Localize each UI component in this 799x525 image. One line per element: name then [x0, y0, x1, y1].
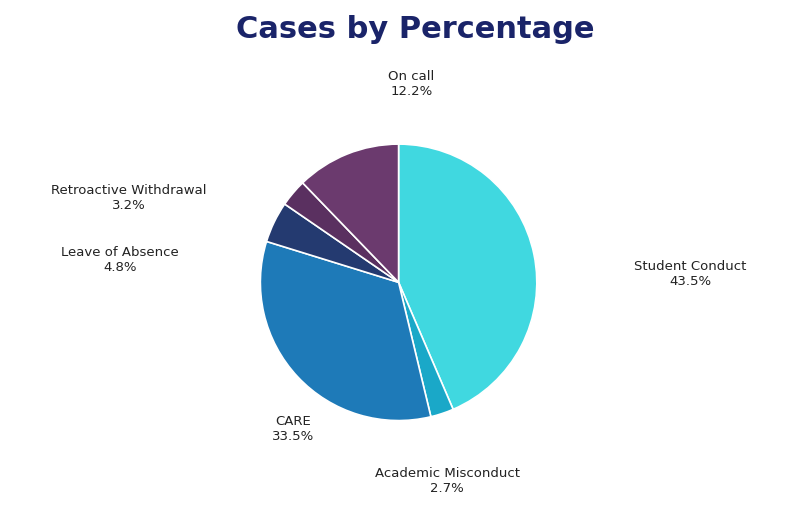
Title: Cases by Percentage: Cases by Percentage — [236, 15, 594, 44]
Wedge shape — [267, 204, 399, 282]
Text: Leave of Absence
4.8%: Leave of Absence 4.8% — [62, 246, 179, 274]
Wedge shape — [399, 282, 453, 417]
Text: Student Conduct
43.5%: Student Conduct 43.5% — [634, 260, 747, 288]
Text: CARE
33.5%: CARE 33.5% — [272, 415, 314, 443]
Wedge shape — [284, 183, 399, 282]
Wedge shape — [303, 144, 399, 282]
Text: Retroactive Withdrawal
3.2%: Retroactive Withdrawal 3.2% — [51, 184, 207, 212]
Text: On call
12.2%: On call 12.2% — [388, 70, 435, 98]
Wedge shape — [399, 144, 537, 410]
Text: Academic Misconduct
2.7%: Academic Misconduct 2.7% — [375, 467, 520, 495]
Wedge shape — [260, 242, 431, 421]
